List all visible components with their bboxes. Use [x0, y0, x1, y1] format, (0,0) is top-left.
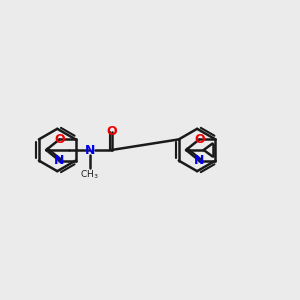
Text: O: O	[54, 133, 65, 146]
Text: CH$_3$: CH$_3$	[80, 169, 99, 181]
Text: N: N	[54, 154, 64, 167]
Text: N: N	[85, 143, 95, 157]
Text: O: O	[194, 133, 205, 146]
Text: N: N	[194, 154, 205, 167]
Text: O: O	[106, 125, 117, 138]
